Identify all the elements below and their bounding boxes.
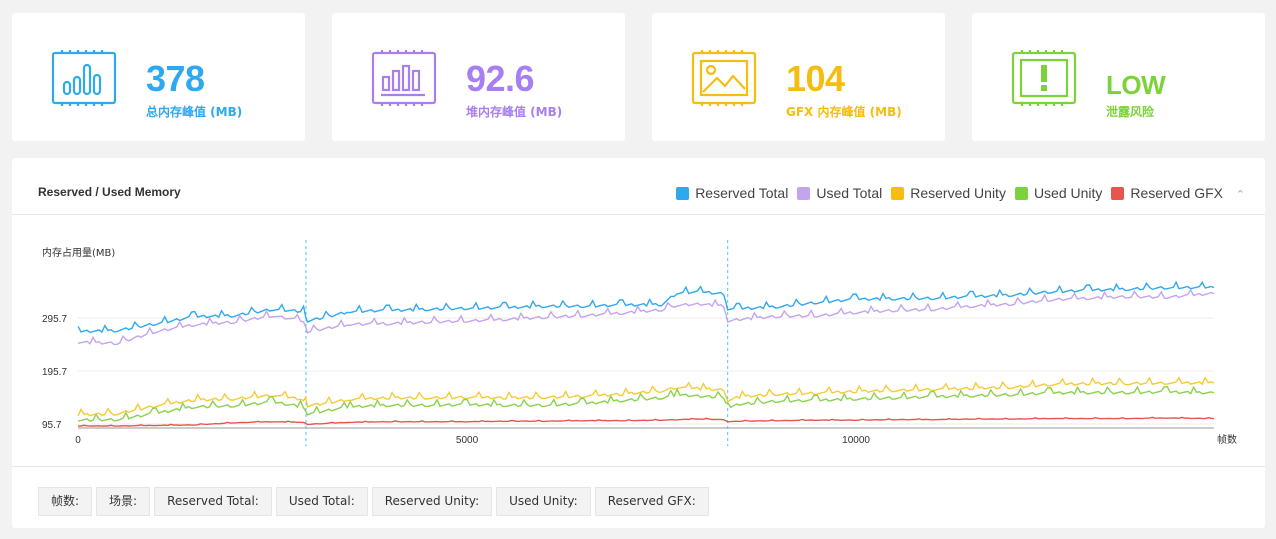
memory-chart-panel: Reserved / Used Memory Reserved Total Us… — [12, 158, 1265, 528]
legend-label: Reserved GFX — [1130, 185, 1223, 201]
chip-scene: 场景: — [96, 487, 151, 516]
divider — [12, 466, 1265, 467]
card-label: 泄露风险 — [1106, 105, 1155, 119]
legend-item-reserved-total[interactable]: Reserved Total — [676, 185, 788, 201]
x-tick-label: 0 — [75, 435, 81, 446]
collapse-chevron-icon[interactable]: ⌃ — [1235, 189, 1245, 201]
series-line-reserved-total — [77, 280, 1215, 334]
legend-swatch — [1111, 186, 1125, 200]
chip-bars-icon — [371, 50, 437, 106]
chip-reserved-total: Reserved Total: — [154, 487, 272, 516]
chip-used-unity: Used Unity: — [496, 487, 591, 516]
legend-label: Used Total — [816, 185, 883, 201]
y-tick-label: 95.7 — [42, 420, 62, 431]
legend-item-reserved-unity[interactable]: Reserved Unity — [891, 185, 1006, 201]
legend-swatch — [1014, 186, 1028, 200]
x-tick-label: 5000 — [456, 435, 479, 446]
tooltip-chips: 帧数: 场景: Reserved Total: Used Total: Rese… — [38, 487, 713, 516]
legend-item-used-total[interactable]: Used Total — [797, 185, 882, 201]
chip-reserved-unity: Reserved Unity: — [371, 487, 493, 516]
chip-chart-icon — [51, 50, 117, 106]
series-line-used-total — [77, 288, 1215, 346]
legend-item-used-unity[interactable]: Used Unity — [1014, 185, 1103, 201]
summary-card-gfx: 104 GFX 内存峰值 (MB) — [652, 13, 945, 141]
chip-used-total: Used Total: — [275, 487, 368, 516]
card-value: LOW — [1106, 70, 1166, 100]
memory-line-chart: 95.7 195.7 295.7 0 5000 10000 内存占用量(MB) 帧数 — [42, 240, 1237, 446]
y-tick-label: 295.7 — [42, 314, 67, 325]
summary-card-leak: LOW 泄露风险 — [972, 13, 1265, 141]
card-label: 总内存峰值 (MB) — [146, 105, 243, 119]
divider — [12, 214, 1265, 215]
series-line-used-unity — [77, 385, 1215, 422]
chip-frames: 帧数: — [38, 487, 93, 516]
chip-image-icon — [691, 50, 757, 106]
legend-label: Reserved Unity — [910, 185, 1006, 201]
x-tick-label: 10000 — [842, 435, 870, 446]
chip-warning-icon — [1011, 50, 1077, 106]
legend-swatch — [891, 186, 905, 200]
card-value: 92.6 — [466, 58, 535, 99]
x-axis-label: 帧数 — [1217, 433, 1237, 446]
summary-card-total: 378 总内存峰值 (MB) — [12, 13, 305, 141]
y-tick-label: 195.7 — [42, 367, 67, 378]
card-label: GFX 内存峰值 (MB) — [786, 105, 902, 119]
series-line-reserved-gfx — [77, 416, 1215, 427]
legend-item-reserved-gfx[interactable]: Reserved GFX — [1111, 185, 1223, 201]
chart-title: Reserved / Used Memory — [38, 185, 181, 199]
legend-label: Used Unity — [1033, 185, 1103, 201]
card-label: 堆内存峰值 (MB) — [466, 105, 563, 119]
chip-reserved-gfx: Reserved GFX: — [594, 487, 709, 516]
summary-card-heap: 92.6 堆内存峰值 (MB) — [332, 13, 625, 141]
legend-swatch — [676, 186, 690, 200]
chart-legend: Reserved Total Used Total Reserved Unity… — [667, 185, 1223, 201]
series-line-reserved-unity — [77, 376, 1215, 417]
legend-label: Reserved Total — [695, 185, 789, 201]
card-value: 104 — [786, 58, 845, 99]
legend-swatch — [797, 186, 811, 200]
y-axis-label: 内存占用量(MB) — [42, 246, 115, 259]
card-value: 378 — [146, 58, 205, 99]
